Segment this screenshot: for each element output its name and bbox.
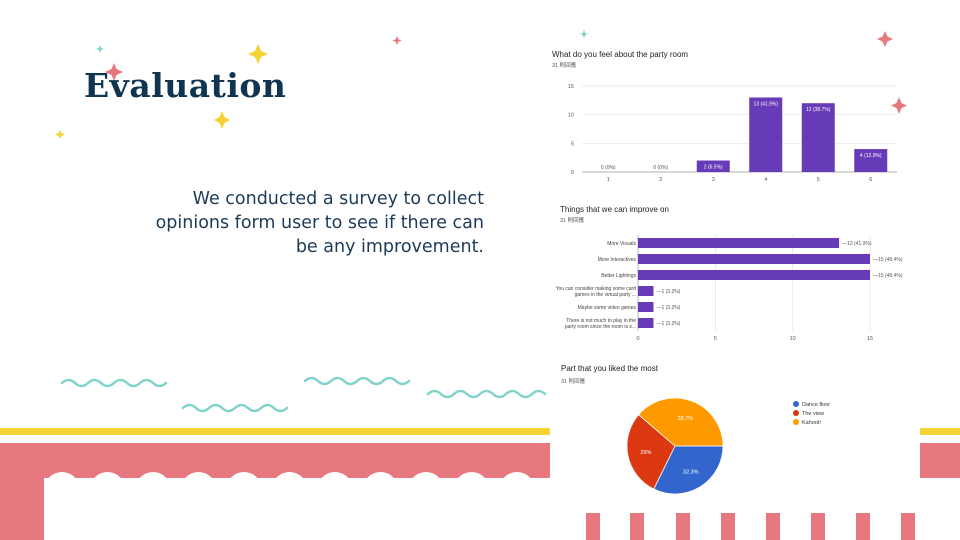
- data-label: 0 (0%): [601, 165, 616, 171]
- arch: [408, 472, 444, 540]
- wave-decoration: [60, 376, 547, 413]
- y-tick-label: Better Lightings: [601, 273, 636, 279]
- y-tick-label: 10: [568, 113, 574, 119]
- chart-title: Part that you liked the most: [561, 364, 658, 373]
- pie-slice: [638, 397, 724, 447]
- bar: [638, 254, 870, 264]
- chart-title: Things that we can improve on: [560, 205, 669, 214]
- x-tick-label: 3: [712, 177, 715, 183]
- data-label: 13 (41.9%): [754, 101, 779, 107]
- y-tick-label: More Interactives: [598, 257, 637, 263]
- data-label: —1 (3.2%): [656, 289, 680, 295]
- x-tick-label: 5: [817, 177, 820, 183]
- legend-swatch: [793, 401, 799, 407]
- arch: [453, 472, 490, 540]
- bar-chart-svg: 0 5 10 15 0 (0%) 1 0 (0%) 2 2 (6.5%) 3 13 (41.9%) 4…: [568, 84, 897, 183]
- arcade-arches: [44, 472, 581, 540]
- arch: [180, 472, 217, 540]
- arch: [135, 472, 171, 540]
- arch: [271, 472, 308, 540]
- y-tick-label: You can consider making some card games i…: [556, 286, 637, 298]
- arch: [317, 472, 353, 540]
- bar: [638, 238, 840, 248]
- y-tick-label: There is not much to play in the party ro…: [565, 318, 636, 330]
- x-tick-label: 6: [869, 177, 872, 183]
- y-tick-label: Maybe some video games: [578, 305, 637, 311]
- bar: [638, 286, 654, 296]
- pink-blocks: [586, 513, 915, 540]
- bar: [638, 318, 654, 328]
- pie-slice: [653, 445, 724, 495]
- data-label: —15 (48.4%): [873, 273, 903, 279]
- y-tick-label: 15: [568, 84, 574, 90]
- x-tick-label: 15: [867, 336, 873, 342]
- data-label: —1 (3.2%): [656, 305, 680, 311]
- x-tick-label: 10: [790, 336, 796, 342]
- arch: [362, 472, 399, 540]
- bar: [854, 149, 888, 172]
- data-label: —1 (3.2%): [656, 321, 680, 327]
- hbar-chart-svg: 0 5 10 15 —13 (41.9%) More Visuals —15 (48.4%)…: [556, 235, 903, 342]
- bar: [638, 270, 870, 280]
- data-label: —15 (48.4%): [873, 257, 903, 263]
- chart-title: What do you feel about the party room: [552, 50, 689, 59]
- slide-body-text: We conducted a survey to collect opinion…: [155, 189, 484, 257]
- y-tick-label: 0: [571, 170, 574, 176]
- data-label: 2 (6.5%): [704, 165, 723, 171]
- arch: [89, 472, 126, 540]
- chart-party-room: What do you feel about the party room 31…: [552, 50, 912, 190]
- chart-improvements: Things that we can improve on 31 則回應 0 5 1…: [556, 205, 920, 345]
- data-label: 4 (12.9%): [860, 153, 882, 159]
- chart-subtitle: 31 則回應: [561, 379, 586, 385]
- pie-slice: [626, 414, 676, 490]
- data-label: 12 (38.7%): [806, 107, 831, 113]
- pie-chart-svg: 32.3% 29% 38.7% Dance floor The view Kahoot!: [626, 397, 830, 495]
- legend-label: Dance floor: [802, 402, 830, 408]
- legend-swatch: [793, 410, 799, 416]
- data-label: —13 (41.9%): [842, 241, 872, 247]
- chart-subtitle: 31 則回應: [552, 63, 577, 69]
- x-tick-label: 2: [659, 177, 662, 183]
- slide-title: Evaluation: [84, 66, 287, 105]
- x-tick-label: 4: [764, 177, 767, 183]
- arch: [499, 472, 535, 540]
- sparkle-decoration: [55, 30, 907, 139]
- x-tick-label: 5: [714, 336, 717, 342]
- y-tick-label: More Visuals: [607, 241, 636, 247]
- arcade-columns: [0, 470, 44, 540]
- data-label: 32.3%: [683, 469, 699, 475]
- y-tick-label: 5: [571, 141, 574, 147]
- bar: [696, 160, 730, 172]
- bar: [749, 97, 783, 172]
- chart-liked-most: Part that you liked the most 31 則回應 32.3…: [550, 360, 920, 513]
- x-tick-label: 0: [636, 336, 639, 342]
- chart-subtitle: 31 則回應: [560, 218, 585, 224]
- bar: [638, 302, 654, 312]
- arch: [226, 472, 262, 540]
- yellow-stripe: [0, 428, 960, 435]
- legend-label: The view: [802, 411, 824, 417]
- legend-swatch: [793, 419, 799, 425]
- data-label: 38.7%: [678, 416, 694, 422]
- data-label: 29%: [640, 450, 651, 456]
- data-label: 0 (0%): [653, 165, 668, 171]
- legend-label: Kahoot!: [802, 420, 821, 426]
- bar: [801, 103, 835, 172]
- x-tick-label: 1: [607, 177, 610, 183]
